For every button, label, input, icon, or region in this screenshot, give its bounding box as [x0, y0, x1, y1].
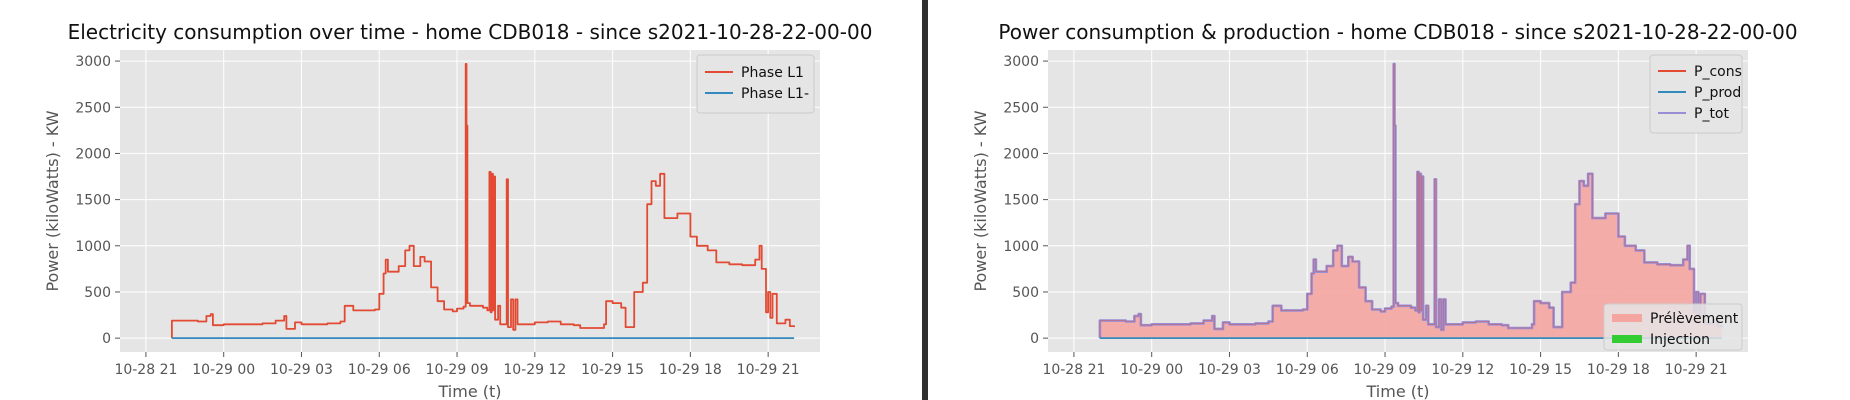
consumption-chart: 0 500 1000 1500 2000 2500 3000 10-28 21 10-29 00…	[43, 20, 873, 400]
y-tick-label: 2500	[1003, 100, 1039, 116]
y-tick-label: 1500	[75, 193, 111, 209]
y-tick-label: 500	[84, 285, 111, 301]
y-tick-label: 2000	[75, 146, 111, 162]
chart-title: Power consumption & production - home CD…	[998, 20, 1797, 44]
series-line-phase-l1	[171, 63, 795, 339]
x-tick-label: 10-29 21	[1665, 362, 1728, 378]
y-tick-label: 3000	[1003, 54, 1039, 70]
x-tick-label: 10-29 15	[1509, 362, 1572, 378]
x-tick-label: 10-29 12	[503, 362, 566, 378]
production-chart: 0 500 1000 1500 2000 2500 3000 10-28 21 10-29 00…	[971, 20, 1798, 400]
x-tick-label: 10-29 00	[1120, 362, 1183, 378]
x-tick-label: 10-29 18	[1587, 362, 1650, 378]
x-axis-label: Time (t)	[438, 382, 502, 400]
y-tick-label: 0	[102, 331, 111, 347]
series-line-p-cons	[1099, 63, 1723, 339]
x-tick-label: 10-29 03	[270, 362, 333, 378]
legend-label: P_cons	[1694, 64, 1742, 80]
y-tick-label: 3000	[75, 54, 111, 70]
y-tick-label: 500	[1012, 285, 1039, 301]
legend-label: Phase L1	[741, 65, 804, 81]
x-tick-label: 10-29 06	[1276, 362, 1339, 378]
y-tick-label: 0	[1030, 331, 1039, 347]
legend-label: Phase L1-	[741, 86, 809, 102]
x-tick-label: 10-29 18	[659, 362, 722, 378]
x-tick-label: 10-29 09	[426, 362, 489, 378]
x-axis-label: Time (t)	[1366, 382, 1430, 400]
legend	[696, 54, 815, 114]
panel-divider	[922, 0, 928, 400]
x-tick-label: 10-29 00	[192, 362, 255, 378]
y-axis-label: Power (kiloWatts) - KW	[43, 110, 62, 291]
x-tick-label: 10-29 03	[1198, 362, 1261, 378]
y-axis-label: Power (kiloWatts) - KW	[971, 110, 990, 291]
legend-fill-swatch	[1612, 314, 1642, 322]
legend-label: P_prod	[1694, 85, 1741, 101]
x-tick-label: 10-28 21	[1042, 362, 1105, 378]
legend-fill-label: Prélèvement	[1650, 311, 1739, 327]
y-tick-label: 2000	[1003, 146, 1039, 162]
legend-label: P_tot	[1694, 106, 1729, 122]
chart-title: Electricity consumption over time - home…	[68, 20, 873, 44]
legend-fill-swatch	[1612, 335, 1642, 343]
x-tick-label: 10-29 12	[1431, 362, 1494, 378]
y-tick-label: 2500	[75, 100, 111, 116]
y-tick-label: 1000	[1003, 239, 1039, 255]
x-tick-label: 10-29 15	[581, 362, 644, 378]
x-tick-label: 10-28 21	[114, 362, 177, 378]
x-tick-label: 10-29 09	[1354, 362, 1417, 378]
y-tick-label: 1000	[75, 239, 111, 255]
x-tick-label: 10-29 06	[348, 362, 411, 378]
y-tick-label: 1500	[1003, 193, 1039, 209]
legend-fill-label: Injection	[1650, 332, 1710, 348]
x-tick-label: 10-29 21	[737, 362, 800, 378]
